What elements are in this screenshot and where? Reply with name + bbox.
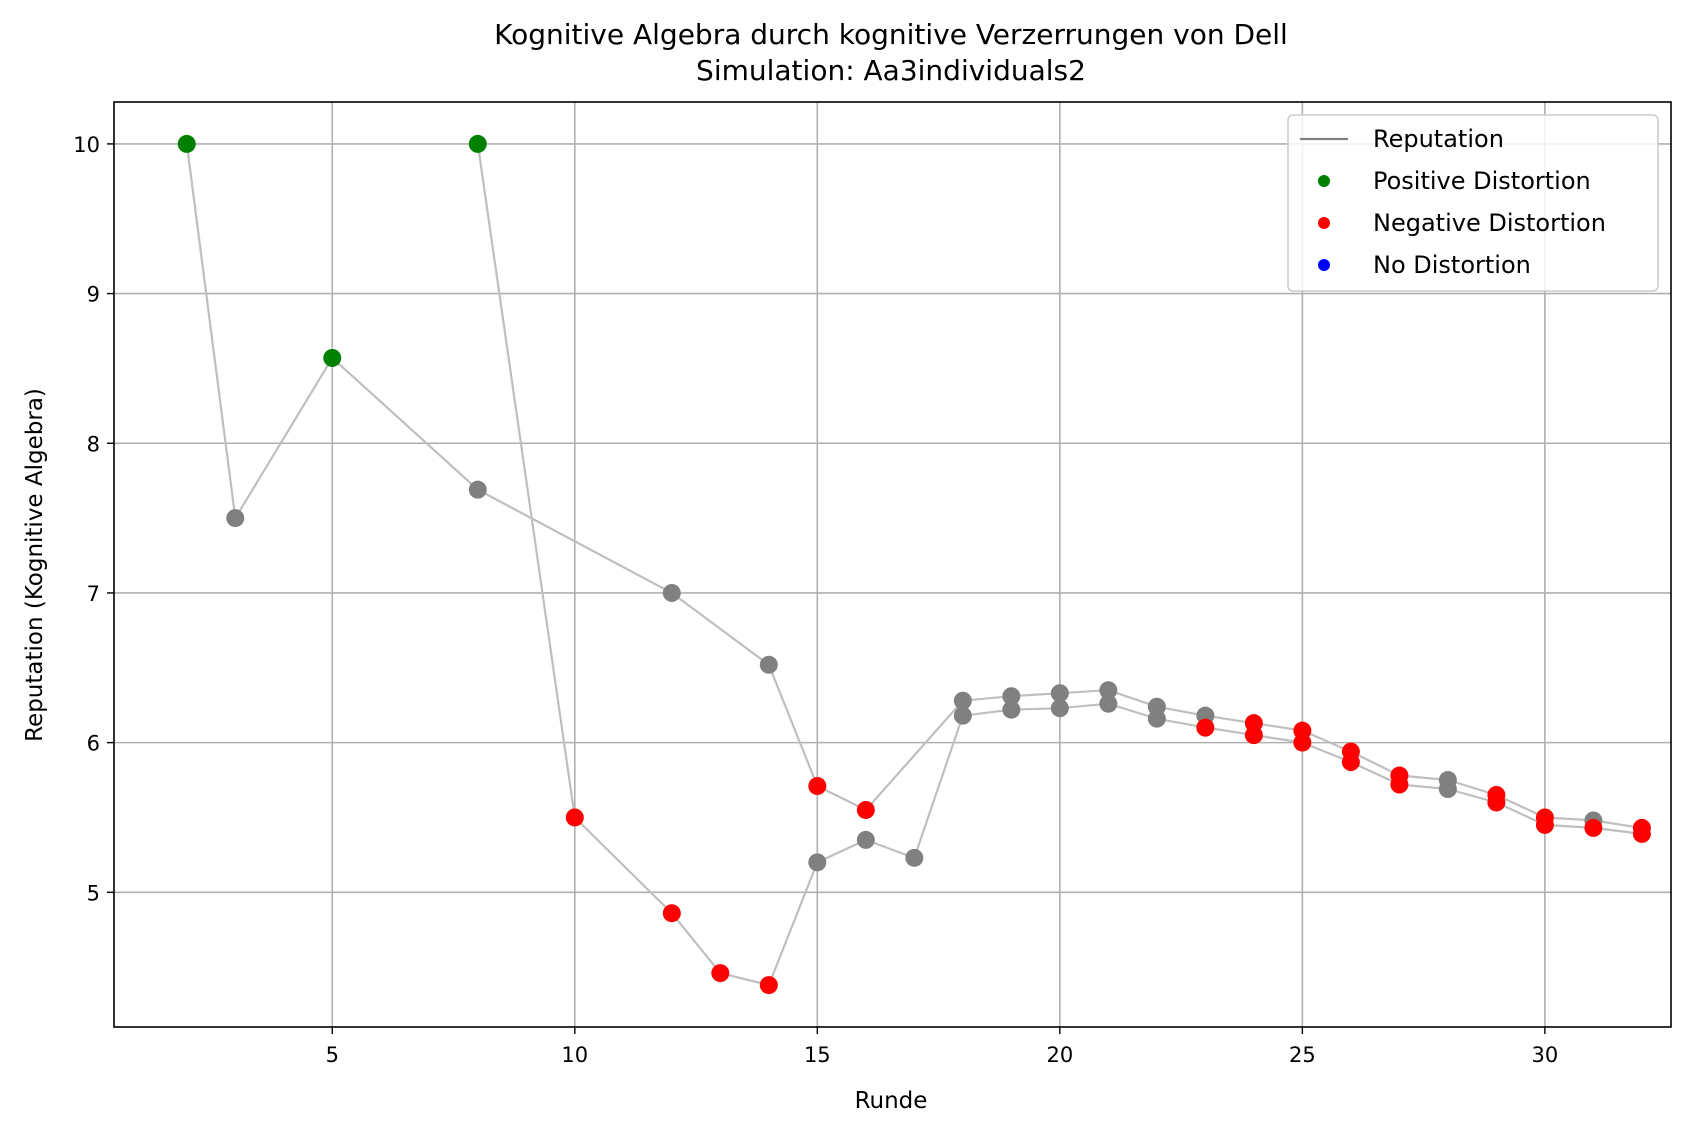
data-point-neutral [953,706,972,725]
data-point-negative [808,777,827,796]
data-point-negative [565,808,584,827]
legend-marker-swatch [1318,175,1330,187]
data-point-neutral [1050,699,1069,718]
legend-label: Reputation [1373,125,1504,153]
data-point-neutral [468,480,487,499]
data-point-neutral [1099,681,1118,700]
y-tick-label: 6 [87,732,100,756]
legend-marker-swatch [1318,217,1330,229]
data-point-positive [323,348,342,367]
data-point-neutral [905,848,924,867]
y-tick-label: 7 [87,582,100,606]
plot-frame [113,101,1672,1028]
data-points [177,134,1651,995]
data-point-negative [1196,718,1215,737]
data-point-negative [856,800,875,819]
x-axis-label: Runde [855,1088,928,1114]
x-tick-label: 20 [1046,1043,1073,1067]
data-point-neutral [953,691,972,710]
data-point-negative [1341,753,1360,772]
y-tick-label: 10 [73,133,100,157]
y-tick-label: 9 [87,283,100,307]
data-point-neutral [1050,684,1069,703]
legend: Reputation Positive Distortion Negative Di… [1287,114,1659,292]
legend-label: No Distortion [1373,251,1531,279]
data-point-negative [1584,818,1603,837]
legend-label: Positive Distortion [1373,167,1591,195]
y-tick-label: 5 [87,881,100,905]
data-point-negative [1487,793,1506,812]
data-point-negative [662,904,681,923]
data-point-negative [711,964,730,983]
data-point-positive [468,134,487,153]
x-tick-label: 10 [561,1043,588,1067]
data-point-neutral [662,583,681,602]
x-tick-label: 30 [1532,1043,1559,1067]
data-point-neutral [1002,700,1021,719]
data-point-negative [1535,815,1554,834]
data-point-negative [1390,775,1409,794]
chart-subtitle: Simulation: Aa3individuals2 [696,54,1086,87]
data-point-positive [177,134,196,153]
chart-title: Kognitive Algebra durch kognitive Verzer… [494,18,1288,51]
legend-label: Negative Distortion [1373,209,1606,237]
data-point-neutral [1147,709,1166,728]
data-point-neutral [1438,780,1457,799]
data-point-neutral [808,853,827,872]
legend-marker-swatch [1318,259,1330,271]
data-point-negative [1244,726,1263,745]
legend-box [1287,114,1659,292]
data-point-negative [1632,824,1651,843]
y-axis-ticks: 5 6 7 8 9 10 [73,133,114,905]
data-point-negative [1293,733,1312,752]
y-axis-label: Reputation (Kognitive Algebra) [22,388,48,742]
data-point-neutral [226,509,245,528]
data-point-neutral [856,830,875,849]
y-tick-label: 8 [87,432,100,456]
data-point-neutral [1002,687,1021,706]
legend-items: Reputation Positive Distortion Negative Di… [1300,125,1606,279]
x-tick-label: 15 [804,1043,831,1067]
x-tick-label: 25 [1289,1043,1316,1067]
grid-lines [114,102,1671,1027]
data-point-neutral [759,655,778,674]
data-point-negative [759,976,778,995]
x-tick-label: 5 [326,1043,339,1067]
x-axis-ticks: 5 10 15 20 25 30 [326,1027,1559,1067]
data-point-neutral [1099,694,1118,713]
